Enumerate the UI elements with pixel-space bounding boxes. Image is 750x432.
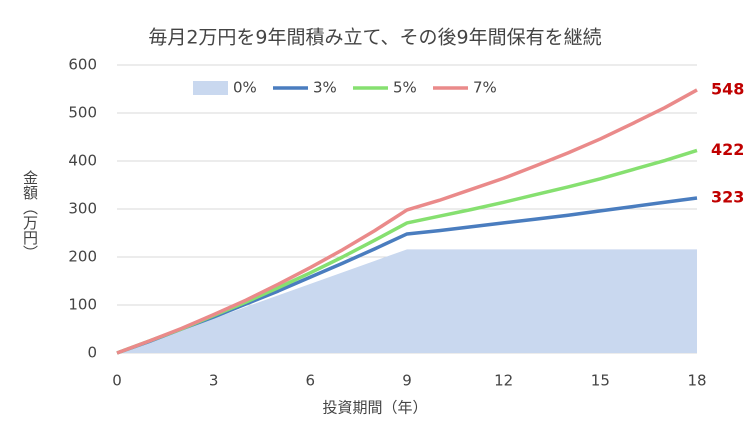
x-tick-label: 18 (687, 372, 706, 390)
x-tick-label: 6 (306, 372, 316, 390)
x-tick-label: 3 (209, 372, 219, 390)
end-label: 323 (711, 187, 744, 206)
x-tick-label: 9 (402, 372, 412, 390)
y-axis-label: 金額（万円） (21, 170, 39, 260)
x-tick-label: 15 (591, 372, 610, 390)
x-tick-label: 0 (112, 372, 122, 390)
y-tick-label: 100 (68, 296, 97, 314)
y-tick-label: 500 (68, 104, 97, 122)
legend-swatch (193, 81, 228, 95)
legend-label: 7% (473, 79, 497, 97)
y-tick-label: 600 (68, 56, 97, 74)
line (116, 88, 698, 355)
end-label: 548 (711, 79, 744, 98)
x-tick-label: 12 (494, 372, 513, 390)
legend-label: 5% (393, 79, 417, 97)
y-tick-label: 400 (68, 152, 97, 170)
chart-title: 毎月2万円を9年間積み立て、その後9年間保有を継続 (148, 27, 601, 49)
area (117, 249, 697, 353)
end-label: 422 (711, 140, 744, 159)
legend-label: 0% (233, 79, 257, 97)
y-tick-label: 200 (68, 248, 97, 266)
y-tick-label: 0 (87, 344, 97, 362)
x-axis-label: 投資期間（年） (322, 399, 427, 417)
y-tick-label: 300 (68, 200, 97, 218)
legend-label: 3% (313, 79, 337, 97)
